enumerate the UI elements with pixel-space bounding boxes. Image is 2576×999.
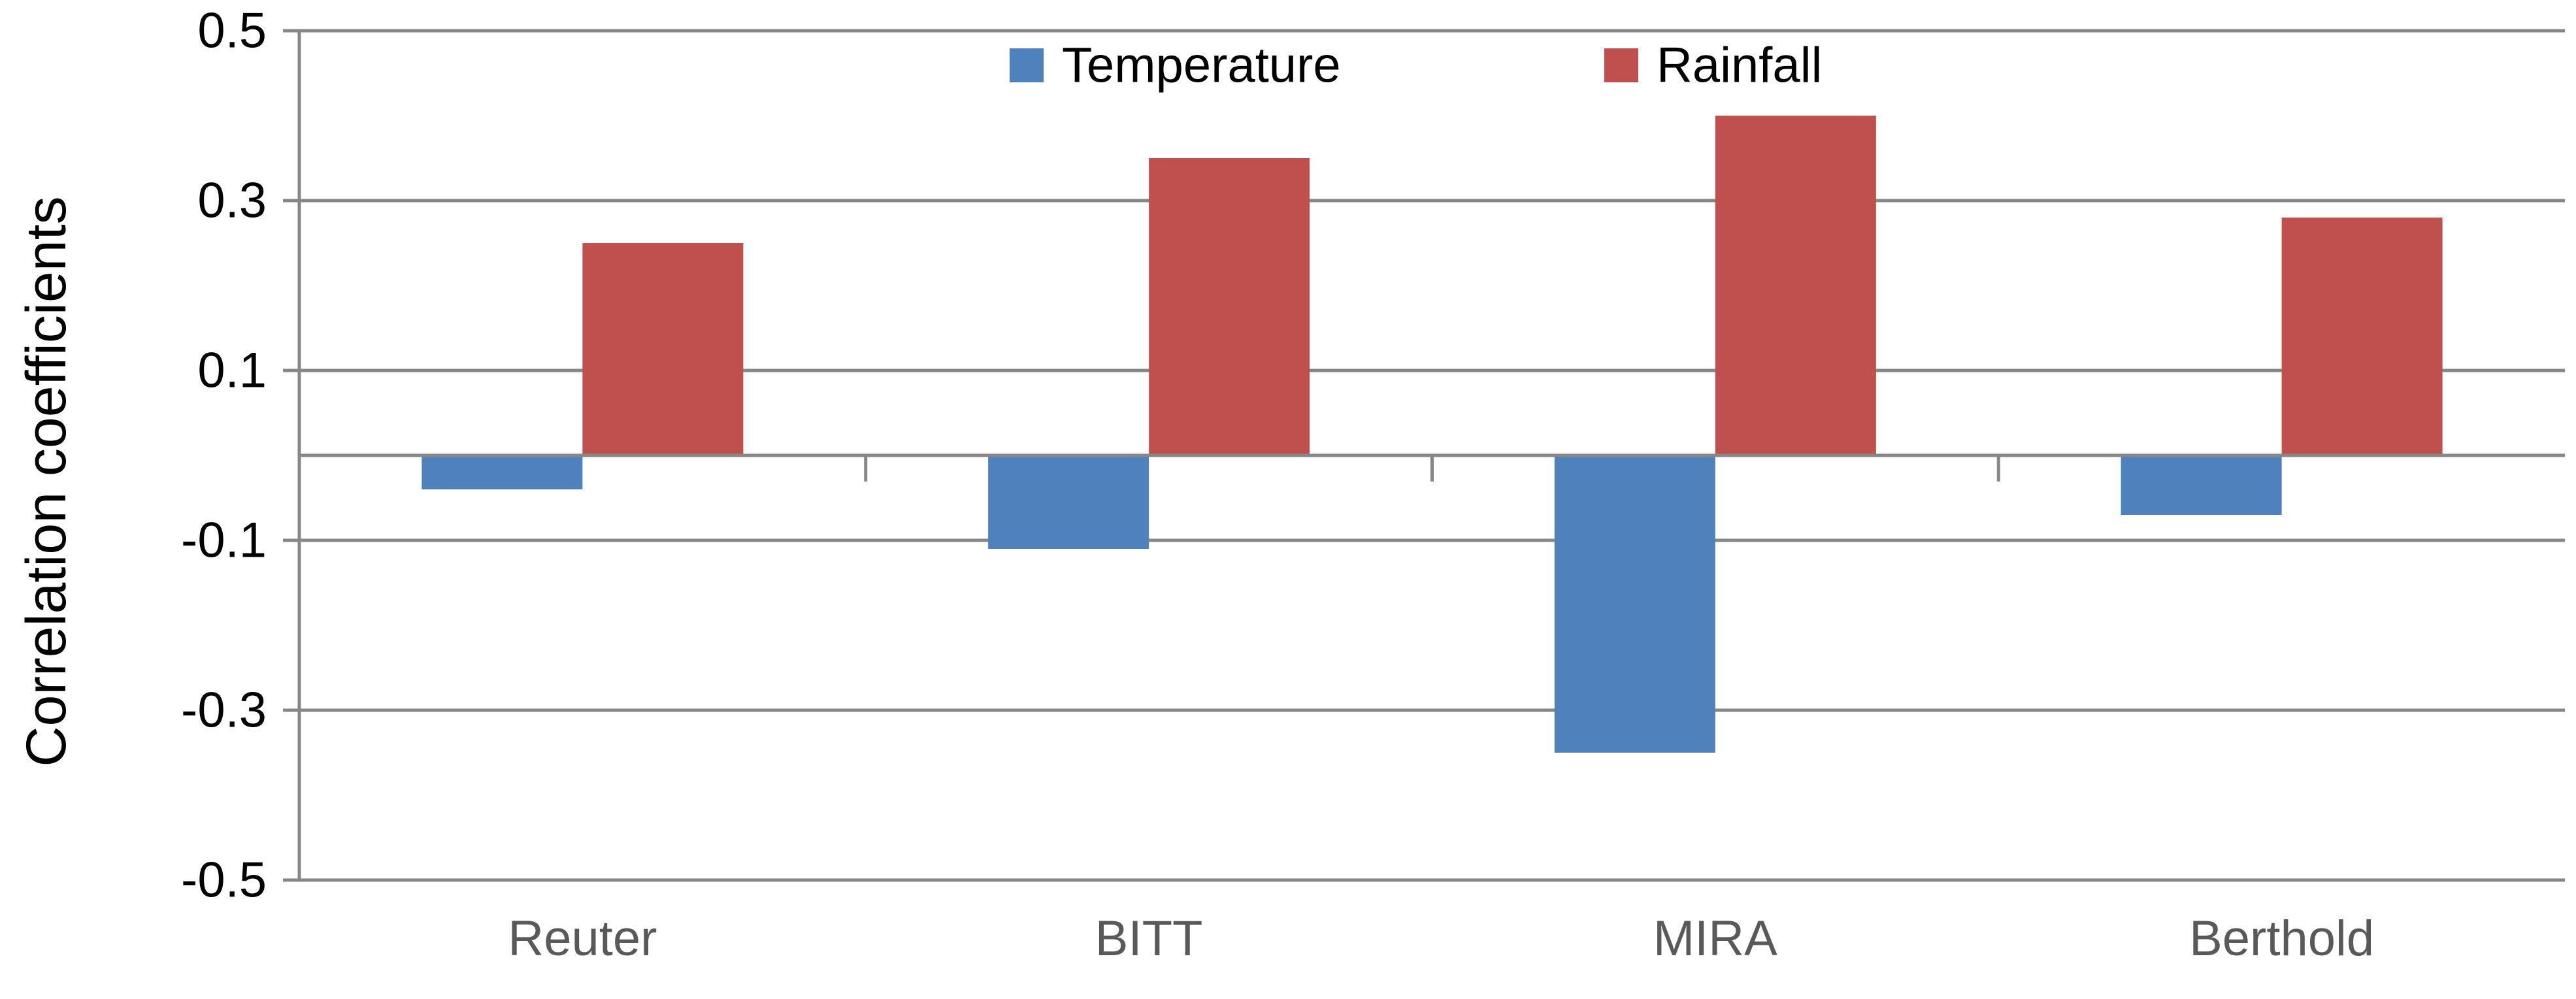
y-tick-label: -0.1 bbox=[181, 513, 267, 568]
x-tick-label: Berthold bbox=[2189, 911, 2374, 966]
bar-rainfall-reuter bbox=[582, 243, 744, 455]
legend-label-rainfall: Rainfall bbox=[1657, 38, 1822, 93]
bar-temperature-berthold bbox=[2121, 455, 2282, 515]
legend: Temperature Rainfall bbox=[1010, 38, 1822, 93]
y-axis-label: Correlation coefficients bbox=[15, 196, 78, 766]
x-tick-label: Reuter bbox=[508, 911, 657, 966]
x-tick-labels: Reuter BITT MIRA Berthold bbox=[508, 911, 2374, 966]
bar-temperature-mira bbox=[1554, 455, 1715, 753]
y-tick-label: 0.3 bbox=[197, 173, 267, 229]
legend-swatch-temperature bbox=[1010, 48, 1044, 82]
bars bbox=[421, 116, 2443, 753]
x-tick-label: MIRA bbox=[1653, 911, 1777, 966]
y-tick-labels: 0.5 0.3 0.1 -0.1 -0.3 -0.5 bbox=[181, 3, 267, 908]
bar-rainfall-bitt bbox=[1149, 158, 1310, 455]
bar-rainfall-mira bbox=[1715, 116, 1876, 455]
y-tick-label: -0.3 bbox=[181, 683, 267, 738]
legend-swatch-rainfall bbox=[1604, 48, 1638, 82]
bar-rainfall-berthold bbox=[2281, 218, 2443, 455]
axes bbox=[297, 31, 2565, 880]
x-tick-label: BITT bbox=[1095, 911, 1203, 966]
y-tick-label: 0.5 bbox=[197, 3, 267, 59]
y-tick-label: -0.5 bbox=[181, 853, 267, 908]
bar-temperature-reuter bbox=[421, 455, 583, 489]
legend-label-temperature: Temperature bbox=[1062, 38, 1341, 93]
y-tick-label: 0.1 bbox=[197, 343, 267, 399]
bar-temperature-bitt bbox=[988, 455, 1149, 549]
